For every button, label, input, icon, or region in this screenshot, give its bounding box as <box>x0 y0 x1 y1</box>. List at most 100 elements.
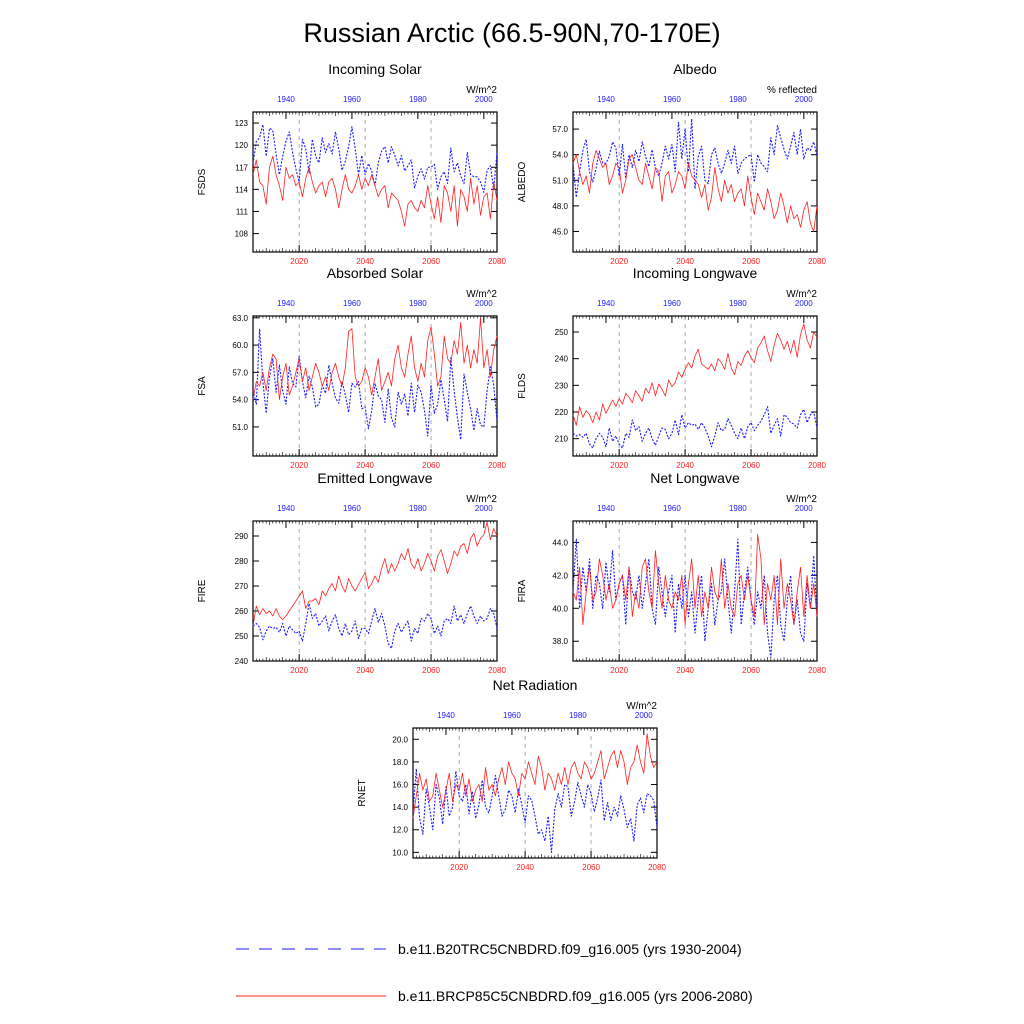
top-tick-label: 1980 <box>409 504 427 513</box>
bottom-tick-label: 2040 <box>676 666 694 675</box>
top-tick-label: 1940 <box>277 299 295 308</box>
top-tick-label: 1940 <box>597 95 615 104</box>
series-line-rcp85 <box>572 150 818 232</box>
top-tick-label: 1960 <box>343 504 361 513</box>
bottom-tick-label: 2080 <box>488 461 506 470</box>
top-tick-label: 1980 <box>729 504 747 513</box>
y-axis-label: FLDS <box>517 373 528 399</box>
legend: b.e11.B20TRC5CNBDRD.f09_g16.005 (yrs 193… <box>236 941 753 1004</box>
bottom-tick-label: 2060 <box>422 666 440 675</box>
panel-units: W/m^2 <box>466 85 497 96</box>
bottom-tick-label: 2040 <box>676 257 694 266</box>
top-tick-label: 1960 <box>503 711 521 720</box>
series-line-rcp85 <box>572 533 818 626</box>
series-line-historical <box>572 118 818 198</box>
top-tick-label: 1980 <box>409 95 427 104</box>
bottom-tick-label: 2020 <box>290 666 308 675</box>
bottom-tick-label: 2080 <box>808 257 826 266</box>
figure-title: Russian Arctic (66.5-90N,70-170E) <box>303 18 720 48</box>
panel-fsds: Incoming Solar W/m^2 2020 2040 2060 2080 1940 1… <box>197 61 506 266</box>
bottom-tick-label: 2080 <box>488 257 506 266</box>
bottom-tick-label: 2020 <box>450 863 468 872</box>
top-tick-label: 1980 <box>729 299 747 308</box>
top-tick-label: 1940 <box>277 95 295 104</box>
panel-title: Albedo <box>673 61 717 77</box>
y-tick-label: 240 <box>235 657 249 666</box>
y-axis-label: FIRE <box>197 579 208 602</box>
series-line-historical <box>572 406 818 449</box>
top-tick-label: 1960 <box>663 504 681 513</box>
series-line-rcp85 <box>252 521 498 627</box>
y-axis-label: FSDS <box>197 168 208 195</box>
panel-title: Incoming Longwave <box>633 265 758 281</box>
y-tick-label: 42.0 <box>552 571 568 580</box>
top-tick-label: 1980 <box>569 711 587 720</box>
panel-rnet: Net Radiation W/m^2 2020 2040 2060 2080 1940 19… <box>357 677 666 872</box>
series-line-rcp85 <box>252 155 498 227</box>
top-tick-label: 1940 <box>597 504 615 513</box>
y-tick-label: 45.0 <box>552 228 568 237</box>
bottom-tick-label: 2080 <box>488 666 506 675</box>
y-tick-label: 40.0 <box>552 604 568 613</box>
y-tick-label: 57.0 <box>232 368 248 377</box>
panel-units: % reflected <box>767 85 817 96</box>
top-tick-label: 2000 <box>635 711 653 720</box>
y-tick-label: 60.0 <box>232 341 248 350</box>
panel-title: Emitted Longwave <box>317 470 432 486</box>
y-tick-label: 51.0 <box>552 176 568 185</box>
top-tick-label: 2000 <box>475 299 493 308</box>
y-tick-label: 260 <box>235 607 249 616</box>
y-axis-label: FSA <box>197 376 208 396</box>
top-tick-label: 1980 <box>729 95 747 104</box>
y-axis-label: FIRA <box>517 579 528 602</box>
y-tick-label: 117 <box>235 163 248 172</box>
series-line-rcp85 <box>572 323 818 426</box>
top-tick-label: 1960 <box>343 299 361 308</box>
top-tick-label: 1940 <box>277 504 295 513</box>
y-tick-label: 18.0 <box>392 758 408 767</box>
bottom-tick-label: 2080 <box>648 863 666 872</box>
top-tick-label: 1940 <box>437 711 455 720</box>
y-tick-label: 16.0 <box>392 781 408 790</box>
top-tick-label: 1960 <box>343 95 361 104</box>
panel-title: Net Longwave <box>650 470 740 486</box>
y-tick-label: 14.0 <box>392 803 408 812</box>
bottom-tick-label: 2040 <box>356 461 374 470</box>
series-line-historical <box>252 328 498 441</box>
bottom-tick-label: 2060 <box>742 666 760 675</box>
y-tick-label: 111 <box>236 207 249 216</box>
top-tick-label: 2000 <box>475 95 493 104</box>
y-tick-label: 230 <box>555 381 569 390</box>
y-tick-label: 250 <box>555 328 569 337</box>
bottom-tick-label: 2020 <box>290 461 308 470</box>
y-tick-label: 240 <box>555 355 569 364</box>
y-tick-label: 20.0 <box>392 735 408 744</box>
panel-units: W/m^2 <box>466 494 497 505</box>
y-tick-label: 54.0 <box>232 396 248 405</box>
panel-units: W/m^2 <box>786 494 817 505</box>
series-line-historical <box>252 602 498 650</box>
y-tick-label: 12.0 <box>392 826 408 835</box>
top-tick-label: 1940 <box>597 299 615 308</box>
bottom-tick-label: 2060 <box>742 461 760 470</box>
y-tick-label: 220 <box>555 408 569 417</box>
panel-albedo: Albedo % reflected 2020 2040 2060 2080 1940 196… <box>517 61 826 266</box>
bottom-tick-label: 2060 <box>422 461 440 470</box>
bottom-tick-label: 2020 <box>610 666 628 675</box>
top-tick-label: 1960 <box>663 95 681 104</box>
series-line-rcp85 <box>252 317 498 401</box>
y-tick-label: 123 <box>235 119 249 128</box>
series-line-historical <box>252 123 498 193</box>
y-tick-label: 114 <box>235 185 248 194</box>
plot-frame <box>252 520 498 662</box>
panel-units: W/m^2 <box>626 701 657 712</box>
plot-frame <box>412 727 658 859</box>
y-tick-label: 120 <box>235 141 249 150</box>
y-tick-label: 290 <box>235 532 249 541</box>
top-tick-label: 1960 <box>663 299 681 308</box>
panel-fire: Emitted Longwave W/m^2 2020 2040 2060 2080 194… <box>197 470 506 675</box>
panel-title: Incoming Solar <box>328 61 422 77</box>
top-tick-label: 2000 <box>475 504 493 513</box>
y-tick-label: 48.0 <box>552 202 568 211</box>
y-axis-label: ALBEDO <box>517 161 528 202</box>
